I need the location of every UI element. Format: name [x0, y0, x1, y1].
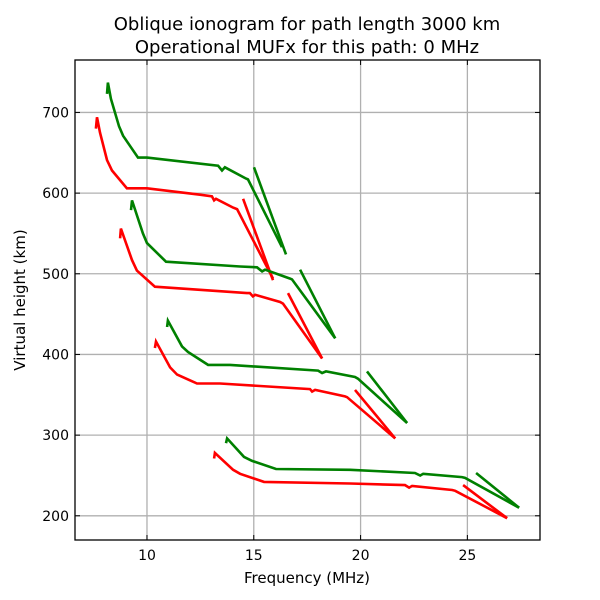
green-trace-1: [105, 82, 284, 248]
green-trace-4-branch: [475, 471, 520, 509]
green-trace-1-branch: [252, 166, 288, 255]
red-trace-3: [153, 337, 397, 440]
red-trace-4-branch: [462, 484, 508, 520]
red-trace-3-branch: [353, 389, 397, 440]
x-tick-label: 15: [245, 548, 263, 564]
chart-subtitle: Operational MUFx for this path: 0 MHz: [135, 37, 479, 58]
y-tick-label: 300: [42, 428, 69, 444]
red-trace-4: [212, 450, 508, 520]
plot-area: [94, 82, 520, 520]
green-trace-3-branch: [365, 370, 409, 424]
tick-marks: [75, 60, 540, 540]
y-tick-label: 500: [42, 267, 69, 283]
y-tick-label: 200: [42, 509, 69, 525]
x-tick-labels: 10 15 20 25: [138, 548, 476, 564]
green-trace-4: [224, 435, 520, 509]
y-tick-label: 400: [42, 347, 69, 363]
red-trace-2-branch: [286, 292, 324, 360]
green-trace-2: [129, 199, 337, 340]
red-trace-1-branch: [241, 198, 275, 281]
red-trace-2: [118, 228, 324, 360]
grid-lines: [75, 60, 540, 540]
green-trace-2-branch: [298, 269, 337, 339]
y-tick-label: 700: [42, 105, 69, 121]
y-tick-label: 600: [42, 186, 69, 202]
green-trace-3: [165, 316, 408, 424]
red-trace-1: [94, 117, 275, 280]
x-tick-label: 20: [352, 548, 370, 564]
y-axis-label: Virtual height (km): [11, 229, 29, 370]
chart-title: Oblique ionogram for path length 3000 km: [114, 14, 500, 35]
y-tick-labels: 200 300 400 500 600 700: [42, 105, 69, 524]
x-tick-label: 10: [138, 548, 156, 564]
axes-frame: [74, 59, 541, 541]
x-tick-label: 25: [458, 548, 476, 564]
x-axis-label: Frequency (MHz): [244, 569, 370, 587]
